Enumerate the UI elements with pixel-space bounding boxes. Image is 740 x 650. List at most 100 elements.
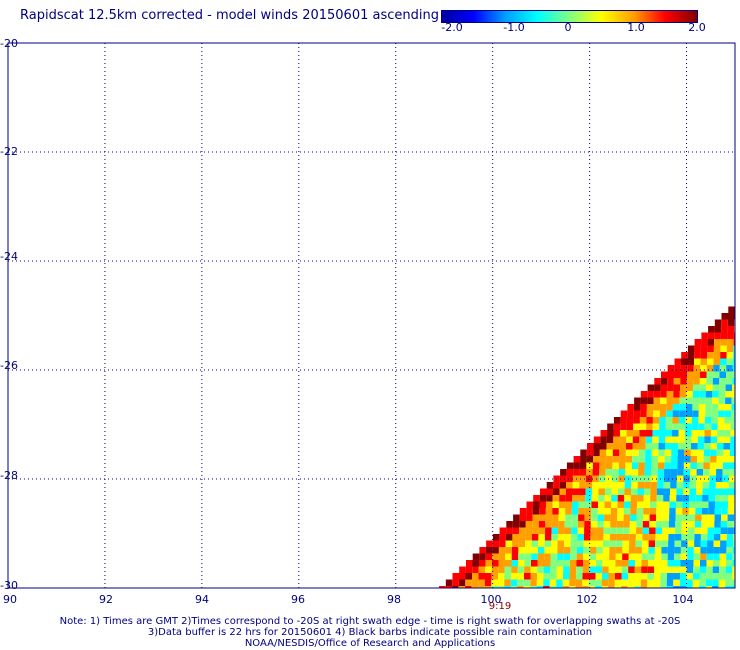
swath-cell [506,527,513,534]
swath-cell [679,391,687,398]
swath-cell [466,560,473,567]
swath-cell [580,456,587,463]
swath-cell [599,449,607,456]
swath-cell [709,462,717,469]
swath-cell [635,534,643,541]
swath-cell [660,566,668,573]
swath-cell [560,469,567,476]
swath-cell [684,436,692,443]
swath-cell [532,521,539,528]
lon-label: 94 [195,593,209,606]
swath-cell [727,527,734,534]
swath-cell [452,586,459,588]
swath-cell [666,410,673,417]
swath-cell [723,443,730,450]
swath-cell [578,501,585,508]
swath-cell [664,462,671,469]
swath-cell [660,397,667,404]
swath-cell [519,514,527,521]
swath-cell [576,573,583,580]
swath-cell [727,319,735,326]
swath-cell [689,482,697,489]
swath-cell [595,586,602,588]
swath-cell [650,482,658,489]
swath-cell [719,560,726,567]
swath-cell [718,397,726,404]
swath-cell [512,534,519,541]
swath-cell [719,553,727,560]
swath-cell [718,404,725,411]
swath-cell [672,423,679,430]
swath-cell [532,527,539,534]
swath-cell [578,495,586,502]
swath-cell [524,573,531,580]
swath-cell [720,345,727,352]
swath-cell [591,501,598,508]
swath-cell [571,527,578,534]
swath-cell [728,475,735,482]
swath-cell [705,404,712,411]
swath-cell [465,586,472,588]
swath-cell [606,443,613,450]
swath-cell [530,573,537,580]
swath-cell [700,345,708,352]
swath-cell [653,410,660,417]
swath-cell [485,553,493,560]
swath-cell [550,553,558,560]
swath-cell [706,378,713,385]
swath-cell [693,553,701,560]
swath-cell [445,579,453,586]
swath-cell [679,579,687,586]
swath-cell [700,553,707,560]
swath-cell [644,482,651,489]
swath-cell [703,469,710,476]
map-frame [7,42,736,589]
swath-cell [707,358,714,365]
swath-cell [710,443,717,450]
swath-cell [700,358,707,365]
swath-cell [651,456,659,463]
swath-cell [511,573,518,580]
swath-cell [652,436,659,443]
swath-cell [711,430,718,437]
swath-cell [618,475,625,482]
swath-cell [726,345,734,352]
swath-cell [703,462,710,469]
swath-cell [525,521,533,528]
swath-cell [667,573,674,580]
swath-cell [570,553,577,560]
swath-cell [518,547,525,554]
swath-cell [546,501,553,508]
swath-cell [689,488,696,495]
swath-cell [725,397,732,404]
swath-cell [727,508,735,515]
swath-cell [637,482,645,489]
swath-cell [694,534,701,541]
swath-cell [613,423,621,430]
swath-cell [634,573,641,580]
swath-cell [645,443,652,450]
swath-cell [639,423,647,430]
swath-cell [549,579,557,586]
swath-cell [683,469,691,476]
swath-cell [705,391,713,398]
swath-cell [731,397,735,404]
swath-cell [593,443,600,450]
swath-cell [682,501,689,508]
swath-cell [653,397,661,404]
swath-cell [696,482,703,489]
swath-cell [733,527,735,534]
swath-cell [654,378,661,385]
swath-cell [640,391,648,398]
swath-cell [622,547,629,554]
swath-cell [557,547,564,554]
swath-cell [653,391,661,398]
swath-cell [678,436,685,443]
swath-cell [517,586,524,588]
swath-cell [558,527,565,534]
lon-label: 100 [480,593,502,606]
swath-cell [712,391,719,398]
swath-cell [709,482,716,489]
swath-cell [733,521,735,528]
swath-cell [613,436,620,443]
